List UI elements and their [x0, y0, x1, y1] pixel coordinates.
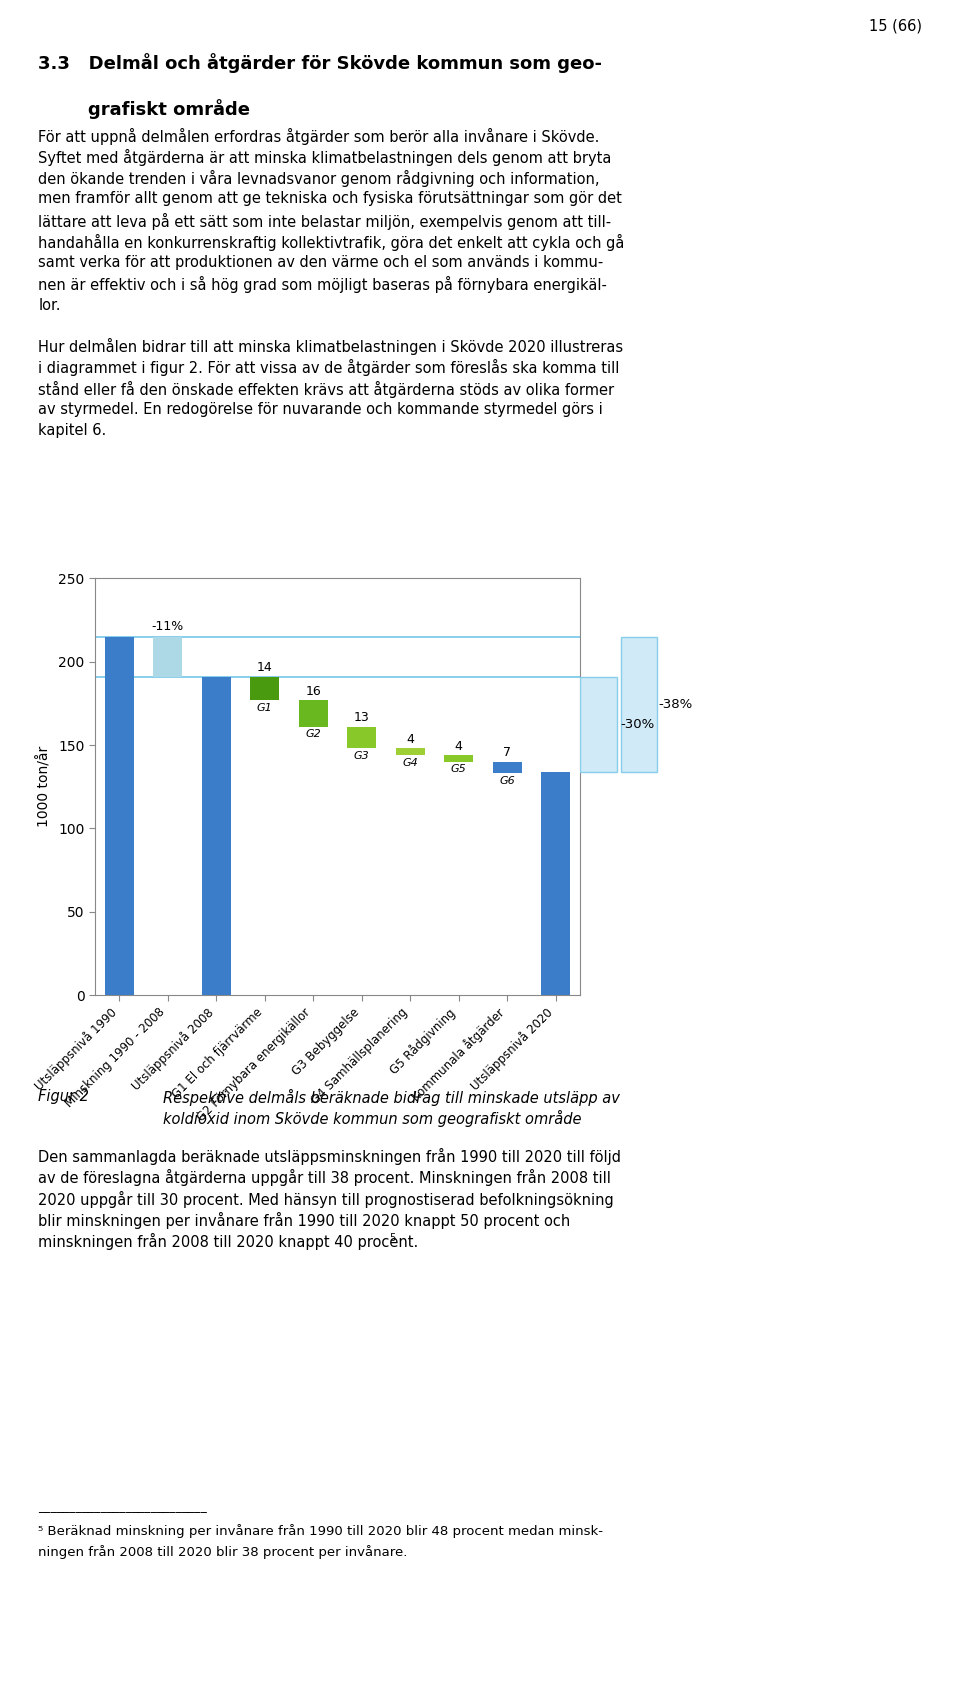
Text: men framför allt genom att ge tekniska och fysiska förutsättningar som gör det: men framför allt genom att ge tekniska o… [38, 192, 622, 206]
Bar [396, 748, 424, 755]
Text: ___________________________: ___________________________ [38, 1500, 207, 1514]
Bar [492, 762, 521, 774]
Bar [202, 677, 230, 995]
Text: Figur 2: Figur 2 [38, 1089, 89, 1104]
Text: lättare att leva på ett sätt som inte belastar miljön, exempelvis genom att till: lättare att leva på ett sätt som inte be… [38, 213, 612, 230]
Text: nen är effektiv och i så hög grad som möjligt baseras på förnybara energikäl-: nen är effektiv och i så hög grad som mö… [38, 276, 608, 294]
Text: -11%: -11% [152, 619, 184, 633]
Text: ⁵ Beräknad minskning per invånare från 1990 till 2020 blir 48 procent medan mins: ⁵ Beräknad minskning per invånare från 1… [38, 1524, 604, 1538]
Text: För att uppnå delmålen erfordras åtgärder som berör alla invånare i Skövde.: För att uppnå delmålen erfordras åtgärde… [38, 128, 600, 145]
Text: G5: G5 [451, 764, 467, 774]
Bar [154, 636, 182, 677]
Text: ningen från 2008 till 2020 blir 38 procent per invånare.: ningen från 2008 till 2020 blir 38 proce… [38, 1545, 408, 1558]
Text: 13: 13 [354, 711, 370, 725]
Text: den ökande trenden i våra levnadsvanor genom rådgivning och information,: den ökande trenden i våra levnadsvanor g… [38, 170, 600, 187]
Text: -30%: -30% [620, 718, 655, 731]
Text: G3: G3 [354, 750, 370, 760]
Bar [348, 726, 376, 748]
Text: 4: 4 [406, 733, 414, 745]
Text: 3.3   Delmål och åtgärder för Skövde kommun som geo-: 3.3 Delmål och åtgärder för Skövde kommu… [38, 53, 603, 73]
Bar [580, 677, 616, 772]
Text: -38%: -38% [659, 697, 692, 711]
Text: G4: G4 [402, 757, 418, 767]
Text: 14: 14 [257, 662, 273, 674]
Text: Den sammanlagda beräknade utsläppsminskningen från 1990 till 2020 till följd: Den sammanlagda beräknade utsläppsminskn… [38, 1148, 621, 1165]
Text: Respektive delmåls beräknade bidrag till minskade utsläpp av: Respektive delmåls beräknade bidrag till… [163, 1089, 620, 1106]
Bar [444, 755, 473, 762]
Bar [541, 772, 570, 995]
Y-axis label: 1000 ton/år: 1000 ton/år [36, 747, 51, 827]
Text: 16: 16 [305, 684, 321, 697]
Bar [105, 636, 133, 995]
Text: G1: G1 [257, 703, 273, 713]
Text: 7: 7 [503, 747, 511, 759]
Text: G6: G6 [499, 776, 515, 786]
Text: kapitel 6.: kapitel 6. [38, 424, 107, 439]
Bar [251, 677, 279, 701]
Text: i diagrammet i figur 2. För att vissa av de åtgärder som föreslås ska komma till: i diagrammet i figur 2. För att vissa av… [38, 359, 620, 376]
Text: minskningen från 2008 till 2020 knappt 40 procent.: minskningen från 2008 till 2020 knappt 4… [38, 1233, 419, 1250]
Text: samt verka för att produktionen av den värme och el som används i kommu-: samt verka för att produktionen av den v… [38, 255, 604, 270]
Text: Hur delmålen bidrar till att minska klimatbelastningen i Skövde 2020 illustreras: Hur delmålen bidrar till att minska klim… [38, 338, 624, 356]
Text: handahålla en konkurrenskraftig kollektivtrafik, göra det enkelt att cykla och g: handahålla en konkurrenskraftig kollekti… [38, 235, 625, 252]
Text: 5: 5 [389, 1233, 396, 1243]
Bar [299, 701, 327, 726]
Text: koldioxid inom Skövde kommun som geografiskt område: koldioxid inom Skövde kommun som geograf… [163, 1111, 582, 1128]
Text: stånd eller få den önskade effekten krävs att åtgärderna stöds av olika former: stånd eller få den önskade effekten kräv… [38, 381, 614, 398]
Text: 2020 uppgår till 30 procent. Med hänsyn till prognostiserad befolkningsökning: 2020 uppgår till 30 procent. Med hänsyn … [38, 1191, 614, 1208]
Text: lor.: lor. [38, 298, 60, 313]
Bar [620, 636, 658, 772]
Text: av de föreslagna åtgärderna uppgår till 38 procent. Minskningen från 2008 till: av de föreslagna åtgärderna uppgår till … [38, 1170, 612, 1187]
Text: grafiskt område: grafiskt område [38, 99, 251, 119]
Text: blir minskningen per invånare från 1990 till 2020 knappt 50 procent och: blir minskningen per invånare från 1990 … [38, 1211, 570, 1230]
Text: av styrmedel. En redogörelse för nuvarande och kommande styrmedel görs i: av styrmedel. En redogörelse för nuvaran… [38, 401, 603, 417]
Text: Syftet med åtgärderna är att minska klimatbelastningen dels genom att bryta: Syftet med åtgärderna är att minska klim… [38, 148, 612, 167]
Text: 4: 4 [455, 740, 463, 752]
Text: G2: G2 [305, 730, 321, 740]
Text: 15 (66): 15 (66) [869, 19, 922, 34]
